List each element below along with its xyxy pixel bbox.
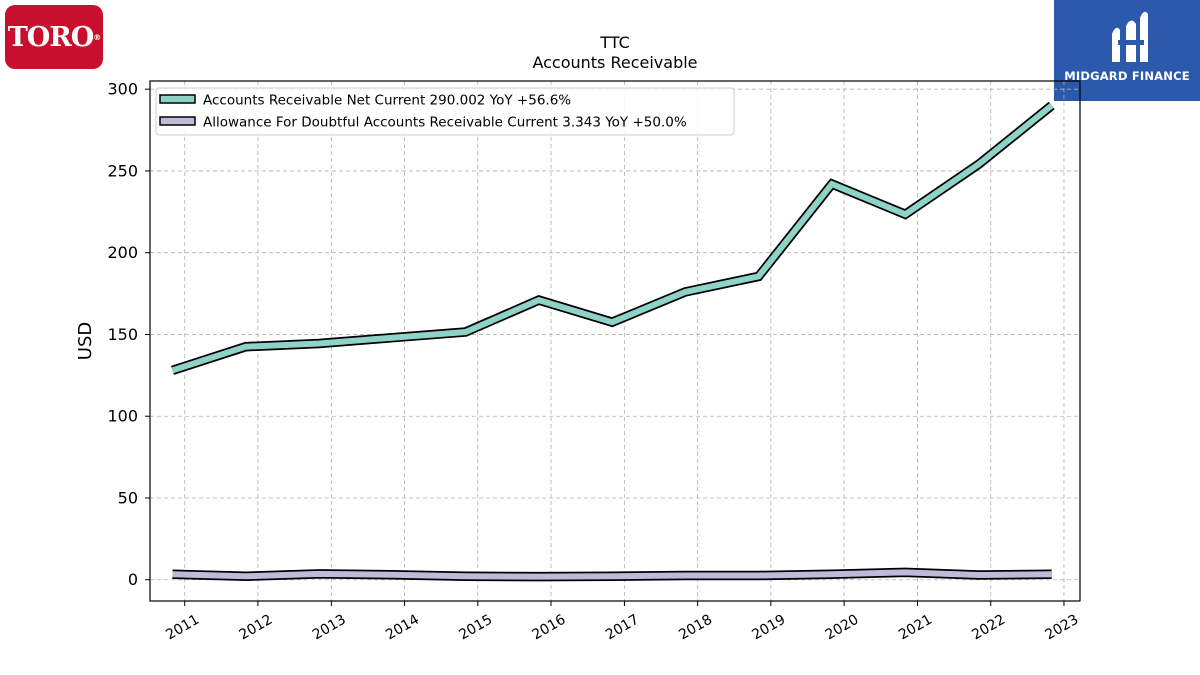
x-tick-label: 2011	[163, 612, 202, 644]
x-tick-label: 2020	[823, 612, 862, 644]
series-layer	[171, 101, 1055, 582]
y-tick-label: 100	[107, 407, 138, 426]
series-allowance	[172, 567, 1052, 582]
x-tick-label: 2018	[676, 612, 715, 644]
x-tick-label: 2016	[530, 612, 569, 644]
plot-frame	[149, 80, 1081, 602]
x-tick-label: 2023	[1043, 612, 1082, 644]
y-tick-label: 250	[107, 161, 138, 180]
legend-box	[155, 87, 735, 136]
toro-logo-text: TORO	[7, 21, 95, 53]
chart-subtitle: Accounts Receivable	[532, 53, 697, 72]
axis-ticks: 0 50 100 150 200 250 300 2011 2012 2013 2014 2015 20…	[107, 80, 1081, 644]
midgard-emblem-icon	[1112, 11, 1148, 63]
y-axis-label: USD	[75, 322, 96, 360]
series-line-outline	[171, 101, 1055, 375]
legend-swatch-allowance	[159, 116, 196, 126]
x-tick-label: 2017	[603, 612, 642, 644]
x-tick-label: 2021	[896, 612, 935, 644]
series-line	[171, 103, 1054, 374]
midgard-finance-text: MIDGARD FINANCE	[1064, 69, 1190, 83]
midgard-finance-logo: MIDGARD FINANCE	[1054, 0, 1200, 101]
legend: Accounts Receivable Net Current 290.002 …	[155, 87, 735, 136]
x-tick-label: 2012	[236, 612, 275, 644]
x-tick-label: 2015	[456, 612, 495, 644]
y-tick-label: 200	[107, 243, 138, 262]
series-line	[172, 569, 1052, 580]
toro-logo: TORO ®	[5, 5, 103, 69]
x-tick-label: 2022	[969, 612, 1008, 644]
y-tick-label: 150	[107, 325, 138, 344]
legend-label-receivable: Accounts Receivable Net Current 290.002 …	[203, 93, 571, 109]
x-tick-label: 2019	[749, 612, 788, 644]
y-tick-label: 300	[107, 80, 138, 99]
y-tick-label: 0	[128, 570, 138, 589]
y-tick-label: 50	[118, 488, 138, 507]
legend-swatch-receivable	[159, 94, 196, 104]
chart-title: TTC	[599, 33, 630, 52]
x-tick-label: 2013	[310, 612, 349, 644]
legend-label-allowance: Allowance For Doubtful Accounts Receivab…	[203, 115, 687, 131]
series-accounts-receivable	[171, 101, 1055, 375]
x-tick-label: 2014	[383, 612, 422, 644]
